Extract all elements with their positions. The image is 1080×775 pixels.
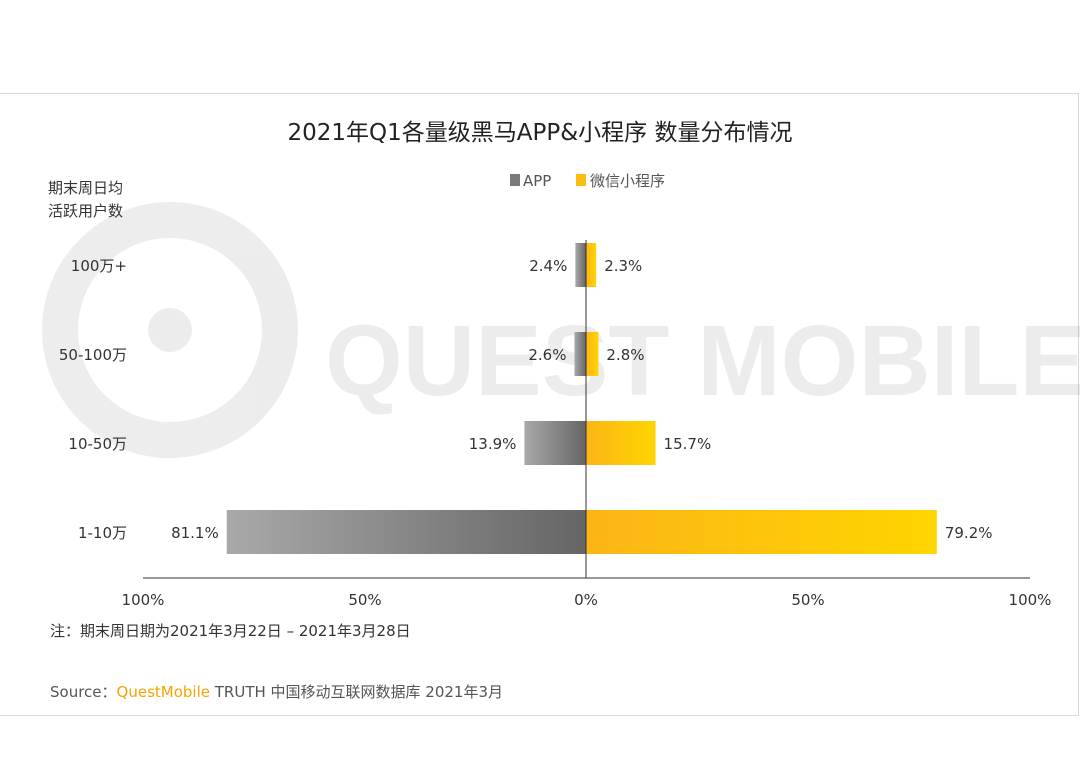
bar-app bbox=[226, 510, 587, 554]
legend-label-app: APP bbox=[523, 172, 551, 190]
chart-frame bbox=[0, 93, 1079, 716]
data-label-mini-program: 2.8% bbox=[606, 346, 644, 364]
bar-app bbox=[524, 421, 586, 465]
category-label: 50-100万 bbox=[59, 346, 127, 364]
x-tick-label: 50% bbox=[791, 591, 824, 609]
bars bbox=[226, 243, 937, 554]
category-label: 100万+ bbox=[71, 257, 127, 275]
bar-mini-program bbox=[586, 421, 656, 465]
x-tick-label: 0% bbox=[574, 591, 598, 609]
bar-mini-program bbox=[586, 510, 937, 554]
category-label: 10-50万 bbox=[68, 435, 127, 453]
legend-swatch-app bbox=[510, 174, 520, 186]
source-prefix: Source： bbox=[50, 683, 117, 701]
source-rest: TRUTH 中国移动互联网数据库 2021年3月 bbox=[209, 683, 504, 701]
chart-title: 2021年Q1各量级黑马APP&小程序 数量分布情况 bbox=[288, 120, 793, 146]
data-label-app: 81.1% bbox=[171, 524, 219, 542]
data-label-app: 2.6% bbox=[528, 346, 566, 364]
category-labels: 100万+ 50-100万 10-50万 1-10万 bbox=[59, 257, 127, 542]
watermark-text: QUEST MOBILE bbox=[325, 305, 1080, 417]
data-label-mini-program: 15.7% bbox=[664, 435, 712, 453]
footnote: 注：期末周日期为2021年3月22日 – 2021年3月28日 bbox=[50, 622, 411, 640]
data-label-app: 13.9% bbox=[469, 435, 517, 453]
category-label: 1-10万 bbox=[78, 524, 127, 542]
value-labels: 2.4% 2.3% 2.6% 2.8% 13.9% 15.7% 81.1% 79.2% bbox=[171, 257, 992, 542]
bar-mini-program bbox=[586, 332, 599, 376]
bar-app bbox=[574, 332, 586, 376]
data-label-mini-program: 79.2% bbox=[945, 524, 993, 542]
data-label-mini-program: 2.3% bbox=[604, 257, 642, 275]
legend-label-mini: 微信小程序 bbox=[590, 172, 665, 190]
bar-app bbox=[575, 243, 586, 287]
legend: APP 微信小程序 bbox=[510, 172, 665, 190]
watermark-ring-icon bbox=[42, 202, 298, 458]
y-axis-label-line-2: 活跃用户数 bbox=[48, 202, 123, 220]
data-label-app: 2.4% bbox=[529, 257, 567, 275]
legend-swatch-mini bbox=[576, 174, 586, 186]
source-brand: QuestMobile bbox=[116, 683, 210, 701]
watermark: QUEST MOBILE bbox=[42, 202, 1080, 458]
bar-mini-program bbox=[586, 243, 597, 287]
x-tick-label: 100% bbox=[122, 591, 165, 609]
y-axis-label-line-1: 期末周日均 bbox=[48, 179, 123, 197]
source-line: Source：QuestMobile TRUTH 中国移动互联网数据库 2021… bbox=[50, 681, 503, 702]
watermark-dot-icon bbox=[148, 308, 192, 352]
x-tick-labels: 100% 50% 0% 50% 100% bbox=[122, 591, 1052, 609]
x-tick-label: 50% bbox=[348, 591, 381, 609]
x-tick-label: 100% bbox=[1009, 591, 1052, 609]
